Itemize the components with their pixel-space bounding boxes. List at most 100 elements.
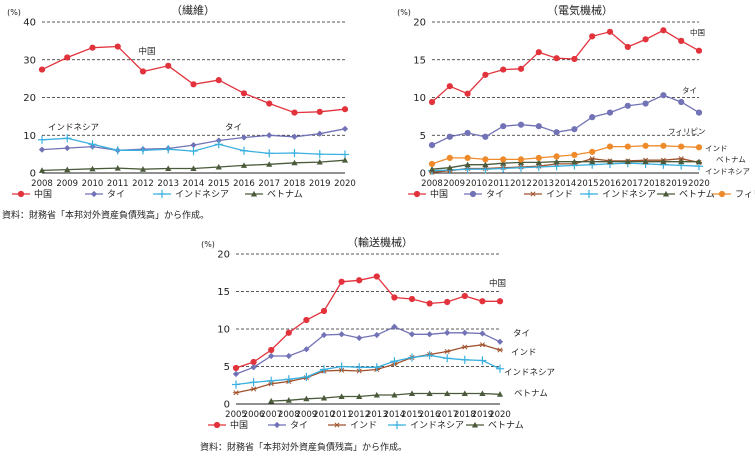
legend-swatch-marker [17,190,25,198]
data-point-vietnam [373,391,380,398]
unit-label: (%) [201,240,215,249]
x-tick-label: 2016 [599,179,621,189]
data-point-vietnam [642,158,649,165]
series-vietnam [38,157,349,173]
data-point-china [678,37,685,44]
legend-item-vietnam: ベトナム [245,189,303,200]
data-point-china [695,47,703,54]
legend-swatch-marker [718,190,726,198]
series-line-china [431,29,700,103]
source-note-bottom: 資料：財務省「本邦対外資産負債残高」から作成。 [200,443,408,453]
x-tick-label: 2009 [296,410,318,420]
chart-title: （繊維） [171,4,215,17]
x-tick-label: 2008 [278,410,300,420]
chart-title: （輸送機械） [347,235,413,249]
legend-swatch-marker [213,421,221,429]
data-point-thai [479,330,486,337]
data-point-vietnam [338,393,345,399]
data-point-thai [266,132,273,139]
annotation-thai: タイ [513,329,530,339]
source-note-top: 資料：財務省「本邦対外資産負債残高」から作成。 [2,211,210,221]
y-tick-label: 30 [23,55,36,66]
legend-item-china: 中国 [12,188,52,200]
x-tick-label: 2017 [258,179,280,189]
chart-textile: （繊維） (%) 0 10 20 30 40 2008 2009 2010 2011 2012 2013… [7,4,356,200]
x-tick-label: 2019 [309,179,331,189]
series-line-vietnam [431,161,699,170]
data-point-thai [428,141,436,149]
marker-stroke [462,344,468,350]
series-line-indonesia [235,354,501,386]
data-point-vietnam [356,393,363,399]
data-point-philippines [464,154,471,161]
marker-stroke [497,347,503,353]
data-point-philippines [678,143,685,150]
y-tick-label: 20 [23,93,36,104]
unit-label: (%) [7,8,21,17]
legend-swatch-marker [392,420,402,430]
data-point-china [408,295,416,303]
data-point-china [535,49,542,56]
data-point-thai [678,98,685,106]
x-tick-label: 2013 [366,410,388,420]
data-point-china [496,298,504,305]
chart-title: （電気機械） [547,3,613,17]
data-point-indonesia [189,147,198,156]
data-point-thai [373,331,380,339]
data-point-china [479,298,486,305]
legend-item-thai: タイ [85,189,125,200]
data-point-china [114,43,121,50]
annotation-china: 中国 [138,46,155,57]
data-point-india [444,348,451,355]
legend-item-indonesia: インドネシア [388,420,464,431]
data-point-philippines [535,154,542,161]
data-point-india [461,344,468,350]
x-tick-label: 2008 [421,179,443,189]
legend-swatch-marker [469,190,477,198]
legend-swatch-marker [529,191,537,197]
data-point-thai [356,334,363,342]
x-tick-label: 2015 [577,179,599,189]
data-point-thai [571,126,578,133]
y-tick-label: 0 [224,400,230,411]
data-point-vietnam [266,161,273,167]
data-point-thai [38,146,46,153]
data-point-china [240,90,248,97]
data-point-china [482,71,489,78]
data-point-vietnam [500,160,507,166]
data-point-philippines [695,144,703,151]
data-point-vietnam [589,158,596,165]
y-tick-label: 10 [23,131,36,142]
x-tick-label: 2013 [532,179,554,189]
data-point-thai [444,329,451,336]
data-point-indonesia [319,365,329,374]
data-point-vietnam [461,390,468,396]
data-point-vietnam [320,394,328,401]
data-point-thai [517,121,525,128]
data-point-indonesia [290,148,299,158]
data-point-indonesia [88,140,97,149]
data-point-indonesia [390,357,399,366]
legend-item-vietnam: ベトナム [657,189,715,200]
data-point-thai [232,370,240,378]
data-point-china [660,27,667,34]
legend-swatch-marker [413,190,421,198]
data-point-china [341,106,349,113]
series-line-philippines [431,145,700,165]
legend-item-vietnam: ベトナム [466,420,524,431]
x-tick-label: 2014 [384,410,406,420]
data-point-vietnam [316,158,323,165]
data-point-vietnam [606,158,614,165]
data-point-philippines [571,151,578,158]
x-tick-label: 2008 [31,179,53,189]
series-line-thai [235,326,501,375]
annotation-india: インド [511,348,537,358]
data-point-thai [553,129,560,136]
y-tick-label: 0 [30,169,36,180]
x-tick-label: 2012 [132,179,154,189]
data-point-china [571,55,578,63]
data-point-vietnam [426,390,433,396]
x-tick-label: 2007 [260,410,282,420]
data-point-philippines [446,154,453,161]
data-point-thai [496,338,504,345]
